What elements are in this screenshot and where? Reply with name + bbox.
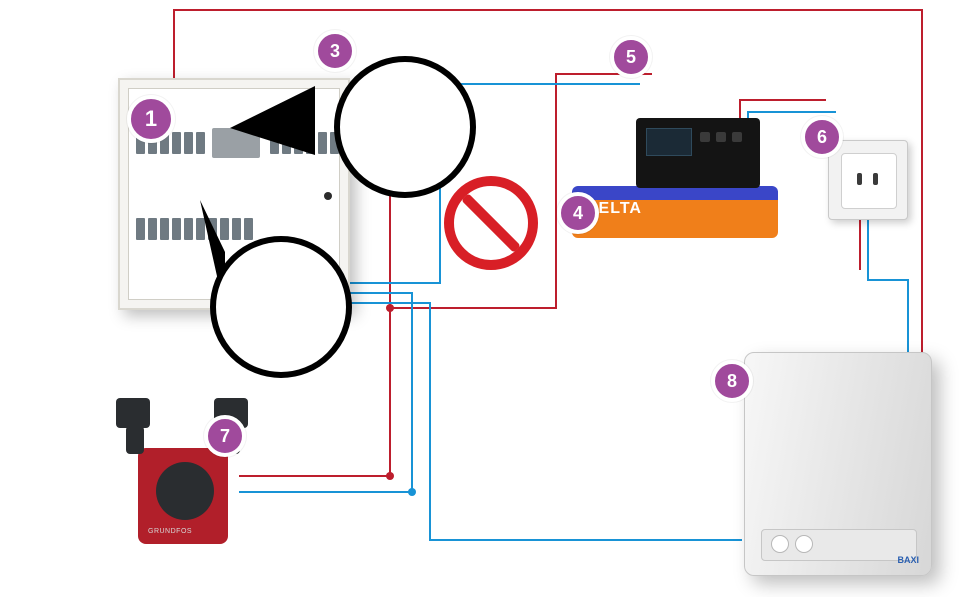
- badge-number: 7: [220, 426, 230, 447]
- badge-number: 5: [626, 47, 636, 68]
- battery: DELTA: [572, 186, 778, 238]
- badge-number: 4: [573, 203, 583, 224]
- gas-boiler: BAXI: [744, 352, 932, 576]
- prohibit-icon: [444, 176, 538, 270]
- pump-flange: [126, 426, 144, 454]
- callout-pointer: [230, 86, 315, 155]
- prohibit-slash: [461, 193, 520, 252]
- callout-ring: [334, 56, 476, 198]
- ups-button: [732, 132, 742, 142]
- ups-unit: [636, 118, 760, 188]
- socket-pin-hole: [873, 173, 878, 185]
- socket-face: [841, 153, 897, 209]
- boiler-brand-label: BAXI: [897, 555, 919, 565]
- badge-number: 8: [727, 371, 737, 392]
- wall-socket: [828, 140, 908, 220]
- badge-number: 1: [145, 106, 157, 132]
- callout-ring: [210, 236, 352, 378]
- number-badge-8: 8: [711, 360, 753, 402]
- ups-button: [716, 132, 726, 142]
- ups-button: [700, 132, 710, 142]
- ups-screen: [646, 128, 692, 156]
- badge-number: 6: [817, 127, 827, 148]
- number-badge-6: 6: [801, 116, 843, 158]
- number-badge-4: 4: [557, 192, 599, 234]
- boiler-dial: [771, 535, 789, 553]
- badge-number: 3: [330, 41, 340, 62]
- number-badge-5: 5: [610, 36, 652, 78]
- pump-flange: [116, 398, 150, 428]
- pump-brand-label: GRUNDFOS: [148, 528, 192, 535]
- number-badge-7: 7: [204, 415, 246, 457]
- number-badge-1: 1: [127, 95, 175, 143]
- boiler-dial: [795, 535, 813, 553]
- socket-pin-hole: [857, 173, 862, 185]
- pump-cap: [156, 462, 214, 520]
- number-badge-3: 3: [314, 30, 356, 72]
